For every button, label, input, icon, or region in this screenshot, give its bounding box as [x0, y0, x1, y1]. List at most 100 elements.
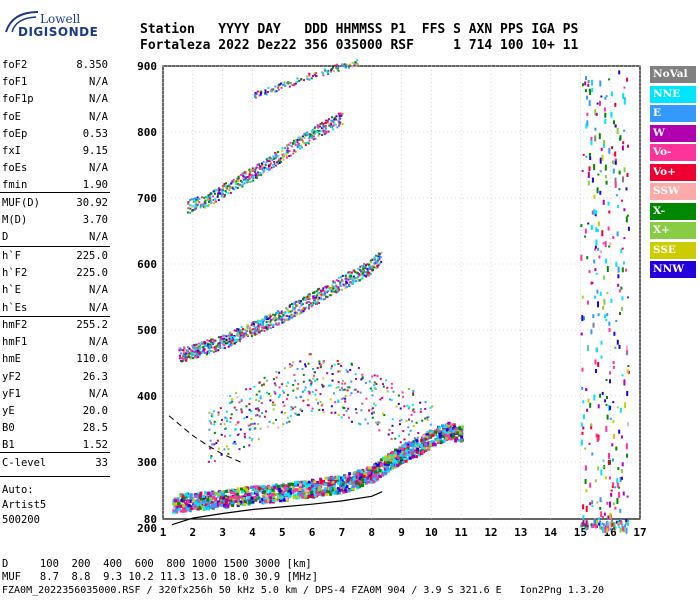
echo-point [282, 491, 285, 495]
echo-point [314, 393, 317, 396]
echo-point [225, 410, 228, 413]
echo-point [327, 287, 330, 290]
echo-point [330, 126, 333, 129]
echo-point [230, 338, 233, 341]
echo-point [224, 190, 227, 192]
echo-point [212, 190, 215, 193]
echo-point [358, 479, 362, 483]
echo-point [213, 346, 216, 349]
echo-point [269, 327, 272, 330]
echo-point [379, 398, 382, 401]
echo-point [354, 373, 357, 375]
echo-point [206, 198, 209, 201]
interference-point [604, 118, 607, 124]
interference-point [584, 228, 587, 234]
y-tick-label: 600 [137, 258, 157, 271]
echo-point [249, 485, 253, 489]
interference-point [595, 227, 598, 233]
echo-point [315, 389, 318, 392]
echo-point [348, 284, 351, 287]
echo-point [189, 211, 192, 214]
echo-point [251, 176, 254, 179]
echo-point [400, 419, 403, 421]
echo-point [301, 495, 305, 499]
param-row: D N/A [2, 231, 108, 245]
echo-point [370, 477, 374, 481]
interference-point [618, 70, 621, 75]
echo-point [328, 124, 331, 127]
echo-point [322, 123, 325, 125]
echo-point [353, 269, 356, 272]
echo-point [291, 145, 294, 148]
trace-2 [186, 112, 344, 214]
echo-point [289, 303, 292, 306]
echo-point [249, 332, 252, 335]
echo-point [193, 353, 196, 356]
echo-point [322, 129, 325, 132]
echo-point [262, 485, 266, 488]
echo-point [296, 387, 299, 390]
echo-point [410, 451, 414, 455]
echo-point [458, 433, 461, 437]
interference-point [580, 523, 583, 528]
echo-point [353, 277, 356, 280]
interference-point [600, 147, 603, 151]
echo-point [294, 307, 296, 309]
echo-point [208, 201, 210, 203]
echo-point [236, 504, 240, 507]
echo-point [208, 193, 211, 196]
echo-point [350, 420, 353, 423]
echo-point [227, 448, 230, 450]
echo-point [207, 460, 210, 463]
echo-point [299, 360, 302, 363]
echo-point [230, 333, 233, 336]
interference-point [618, 188, 621, 191]
echo-point [194, 197, 197, 200]
interference-point [606, 313, 609, 317]
echo-point [305, 296, 308, 299]
echo-point [289, 487, 292, 491]
echo-point [208, 347, 211, 350]
echo-point [383, 414, 386, 417]
echo-point [429, 423, 432, 426]
echo-point [250, 418, 253, 420]
echo-point [395, 405, 398, 408]
echo-point [271, 159, 274, 162]
echo-point [224, 489, 228, 493]
echo-point [320, 121, 323, 124]
echo-point [294, 82, 297, 85]
echo-point [206, 492, 210, 496]
echo-point [460, 432, 464, 436]
param-value: 1.52 [82, 439, 108, 452]
echo-point [236, 489, 240, 493]
echo-point [300, 300, 302, 303]
interference-point [621, 145, 624, 151]
echo-point [228, 189, 231, 191]
echo-point [303, 482, 307, 486]
echo-point [201, 196, 203, 199]
echo-point [401, 456, 405, 460]
param-value: 28.5 [82, 422, 108, 435]
echo-point [333, 363, 336, 366]
interference-point [597, 247, 600, 251]
autoscale-note: Artist5 [2, 499, 47, 511]
echo-point [243, 499, 247, 503]
echo-point [372, 262, 375, 265]
echo-point [317, 134, 320, 137]
echo-point [291, 316, 294, 319]
echo-point [351, 363, 353, 366]
echo-point [429, 443, 432, 447]
echo-point [409, 441, 412, 445]
interference-point [615, 194, 618, 197]
echo-point [238, 329, 241, 332]
echo-point [239, 179, 242, 182]
echo-point [380, 251, 383, 254]
echo-point [275, 162, 277, 165]
echo-point [254, 172, 257, 175]
interference-point [614, 346, 617, 349]
param-name: fxI [2, 145, 21, 157]
echo-point [353, 64, 356, 67]
echo-point [214, 350, 217, 353]
echo-point [251, 328, 254, 331]
echo-point [386, 467, 390, 470]
